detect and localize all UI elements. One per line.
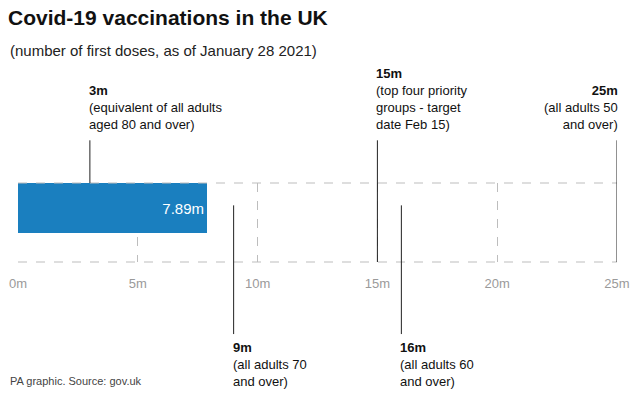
svg-text:7.89m: 7.89m [162,200,204,217]
svg-text:0m: 0m [9,276,27,291]
svg-text:20m: 20m [485,276,510,291]
svg-text:25m(all adults 50and over): 25m(all adults 50and over) [544,83,618,132]
svg-text:25m: 25m [604,276,629,291]
svg-text:PA graphic. Source: gov.uk: PA graphic. Source: gov.uk [10,375,142,387]
svg-text:3m(equivalent of all adultsage: 3m(equivalent of all adultsaged 80 and o… [89,83,222,132]
svg-text:16m(all adults 60and over): 16m(all adults 60and over) [400,340,474,389]
svg-text:15m: 15m [365,276,390,291]
svg-text:15m(top four prioritygroups -: 15m(top four prioritygroups - targetdate… [376,66,468,132]
svg-text:10m: 10m [245,276,270,291]
svg-text:5m: 5m [129,276,147,291]
svg-text:9m(all adults 70and over): 9m(all adults 70and over) [233,340,307,389]
svg-text:Covid-19 vaccinations in the U: Covid-19 vaccinations in the UK [8,6,328,29]
svg-text:(number of first doses, as of: (number of first doses, as of January 28… [10,42,317,59]
